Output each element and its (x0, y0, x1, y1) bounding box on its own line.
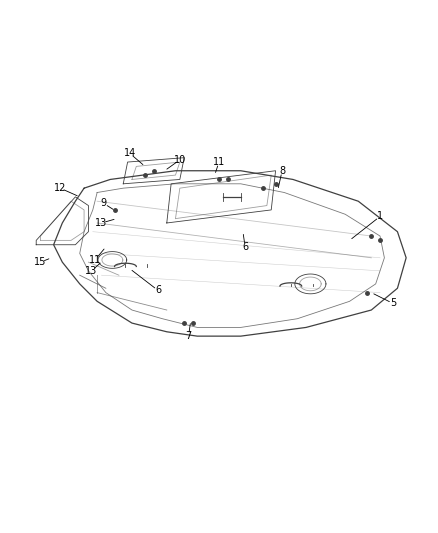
Text: 5: 5 (390, 298, 396, 309)
Text: 10: 10 (174, 155, 186, 165)
Text: 11: 11 (213, 157, 225, 167)
Text: 15: 15 (34, 257, 47, 267)
Text: 11: 11 (89, 255, 101, 265)
Text: 13: 13 (85, 266, 98, 276)
Text: 13: 13 (95, 218, 108, 228)
Text: 1: 1 (377, 212, 383, 221)
Text: 7: 7 (185, 331, 192, 341)
Text: 8: 8 (279, 166, 285, 176)
Text: 6: 6 (155, 286, 161, 295)
Text: 9: 9 (101, 198, 107, 208)
Text: 12: 12 (54, 183, 66, 193)
Text: 14: 14 (124, 148, 136, 158)
Text: 6: 6 (242, 242, 248, 252)
